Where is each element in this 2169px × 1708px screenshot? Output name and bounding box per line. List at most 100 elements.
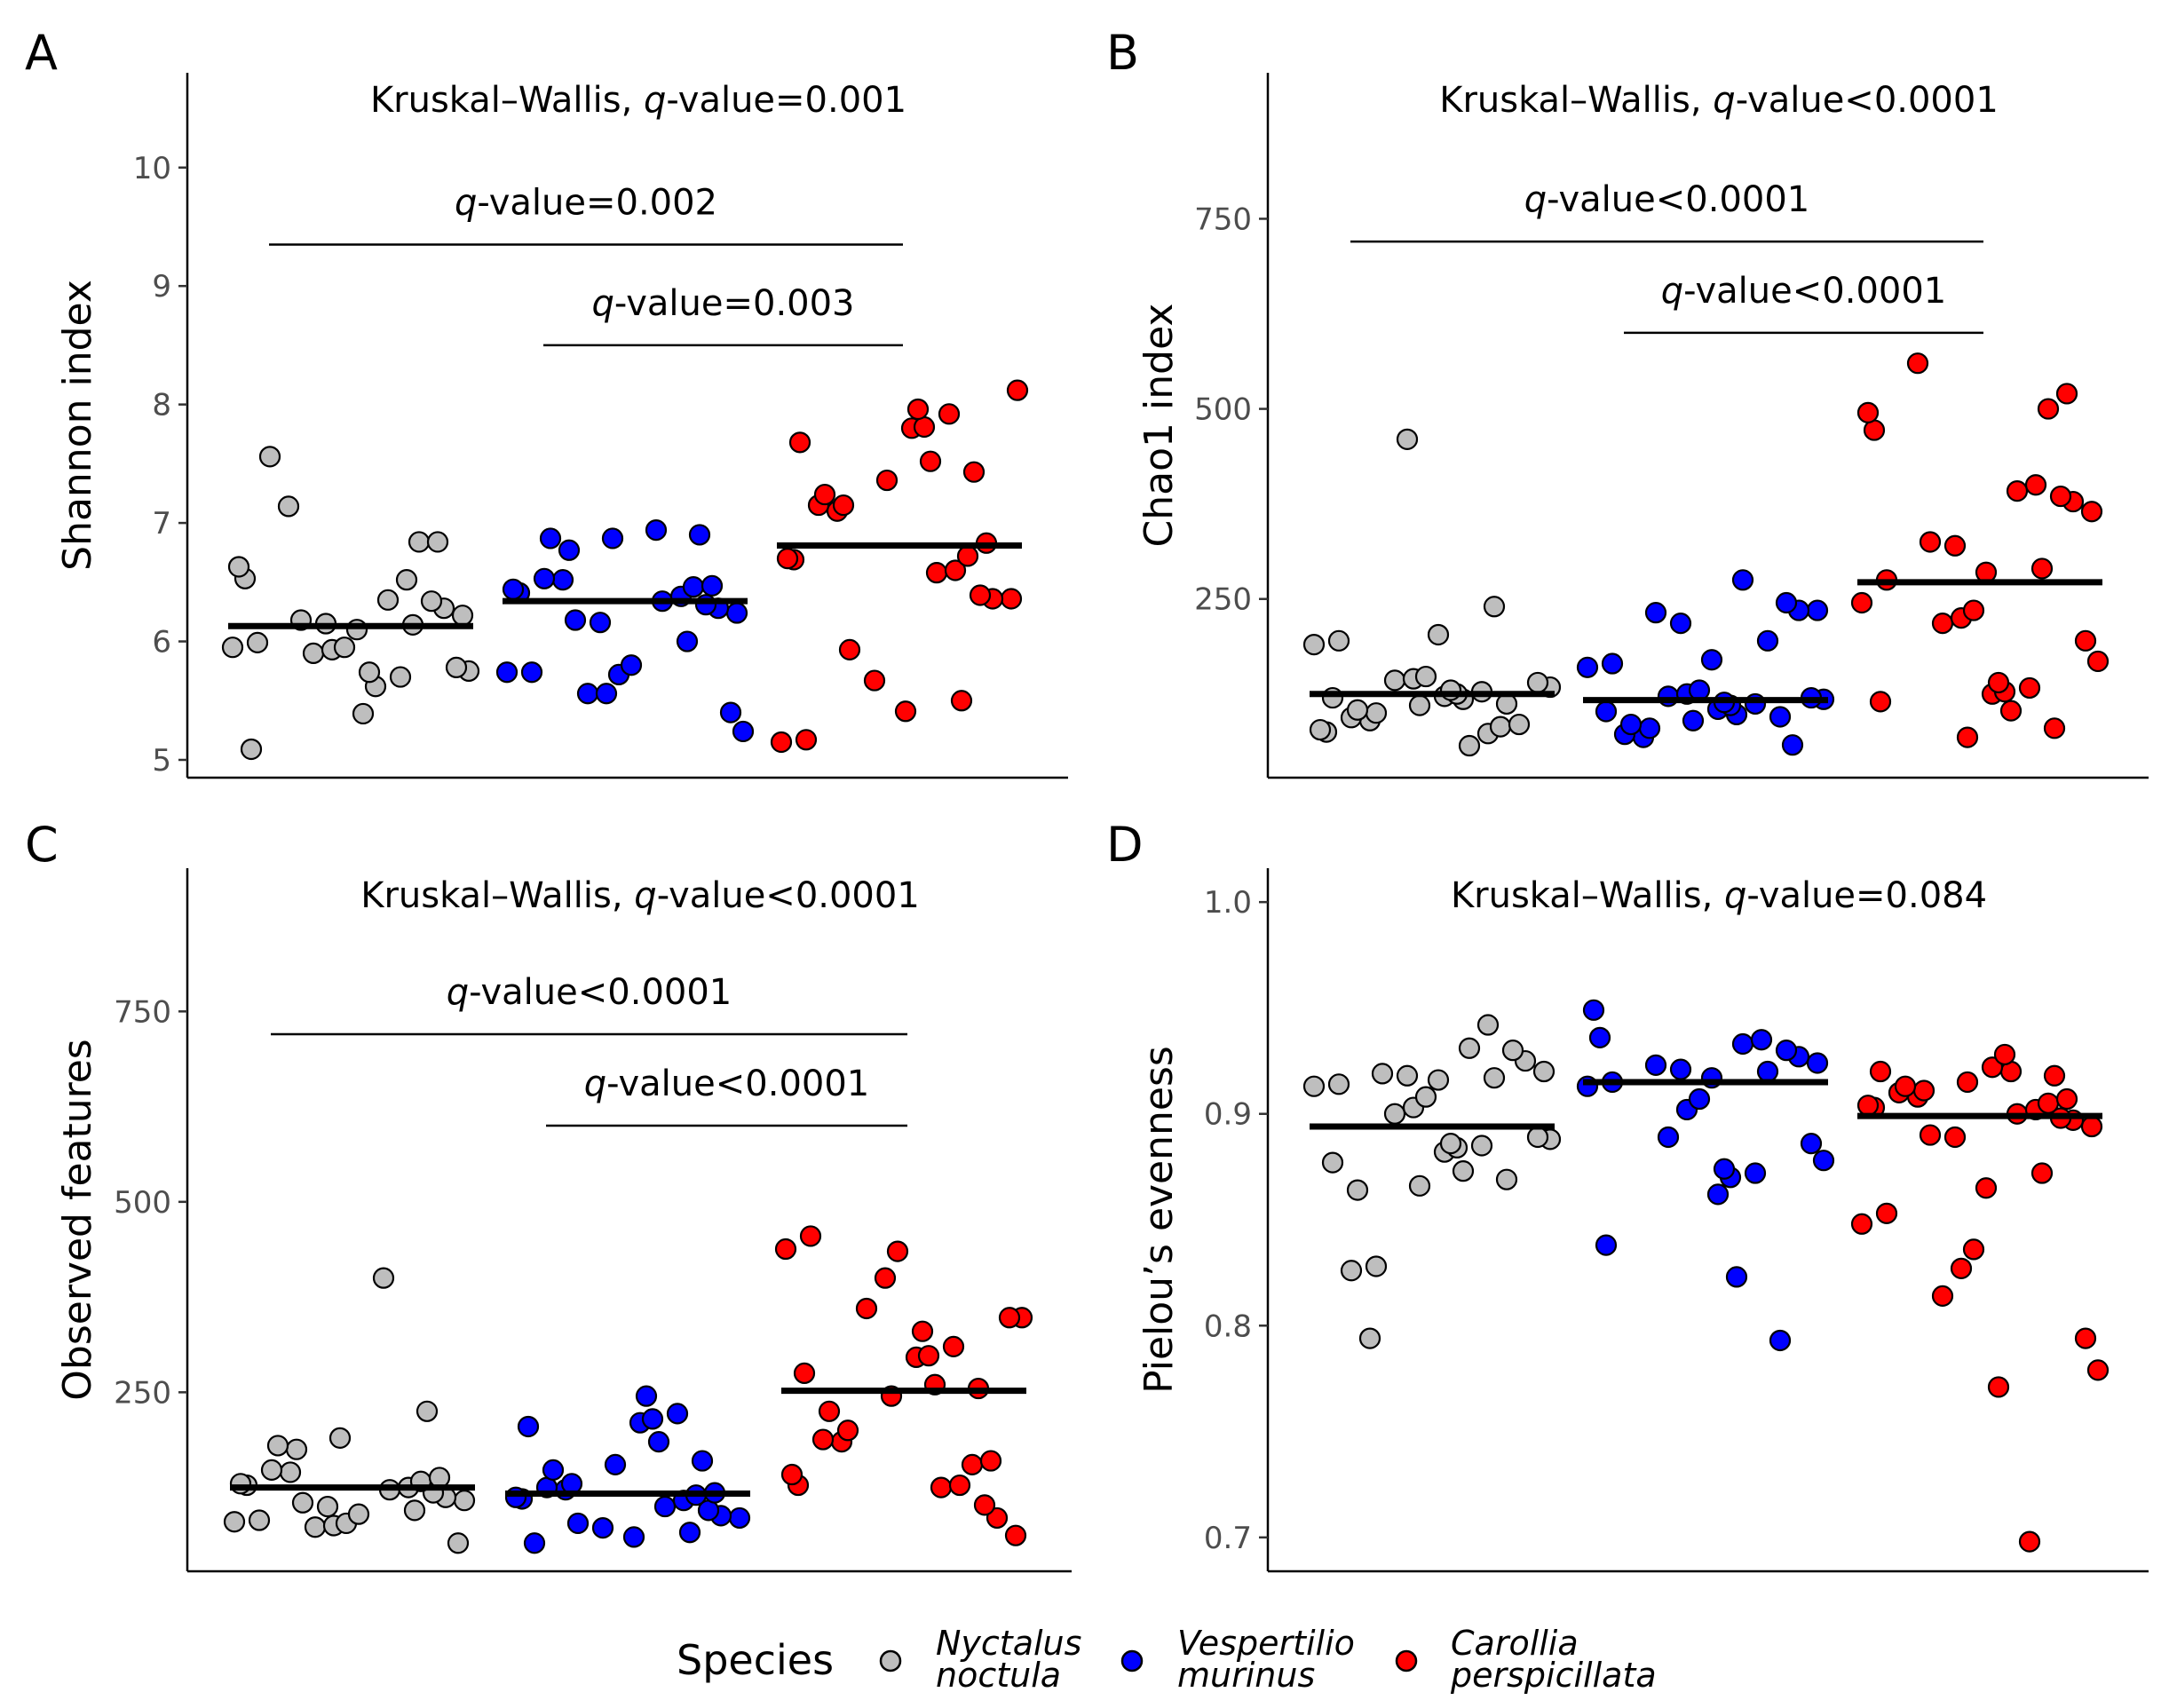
sample-point [961,1453,984,1475]
y-axis-label: Chao1 index [1136,304,1182,548]
y-tick-label: 6 [152,625,171,660]
sample-point [1875,1202,1898,1224]
sample-point [1327,1073,1350,1095]
sample-point [1595,700,1618,723]
sample-point [1713,1158,1736,1180]
comparison-q-value: q-value<0.0001 [447,972,732,1013]
kruskal-wallis-label: Kruskal–Wallis, q-value=0.084 [1451,875,1987,916]
sample-point [795,729,818,751]
y-tick-label: 750 [1194,202,1252,237]
sample-point [886,1240,909,1262]
sample-point [1439,1133,1462,1155]
sample-point [956,545,979,567]
sample-point [420,590,443,613]
sample-point [1483,596,1506,618]
sample-point [1383,669,1406,692]
sample-point [1408,694,1431,716]
y-tick-label: 1.0 [1204,885,1252,921]
sample-point [542,1459,565,1481]
sample-point [913,415,936,439]
sample-point [227,556,250,578]
sample-point [304,1516,327,1538]
y-tick-label: 250 [1194,582,1252,618]
sample-point [1644,1054,1667,1076]
sample-point [732,720,755,743]
y-tick-label: 9 [152,269,171,304]
legend-title: Species [677,1636,834,1684]
sample-point [1950,1257,1973,1279]
sample-point [2018,1530,2041,1553]
sample-point [279,1461,302,1483]
sample-point [564,609,587,631]
sample-point [395,569,418,591]
sample-point [799,1225,822,1247]
sample-point [2037,1092,2060,1114]
legend-label-vespertilio-line2: murinus [1177,1656,1315,1695]
sample-point [1501,1040,1524,1062]
sample-point [591,1516,614,1539]
sample-point [1775,591,1798,614]
sample-point [653,1495,677,1518]
sample-point [1919,1124,1942,1146]
sample-point [1302,634,1326,656]
sample-point [2080,1115,2103,1138]
sample-point [1850,591,1873,614]
sample-point [962,461,986,483]
species-legend: Species Nyctalus noctula Vespertilio mur… [677,1624,1657,1695]
sample-point [1346,699,1369,721]
legend-label-carollia-line2: perspicillata [1450,1656,1657,1695]
sample-point [875,469,898,492]
sample-point [426,531,449,553]
sample-point [641,1408,664,1430]
sample-point [1476,1014,1500,1036]
sample-point [944,559,967,581]
sample-point [676,630,699,652]
sample-point [502,578,525,600]
sample-point [1340,1260,1363,1282]
sample-point [1962,599,1985,621]
sample-point [1483,1067,1506,1089]
sample-point [1657,1126,1680,1149]
sample-point [1595,1234,1618,1256]
sample-point [1346,1179,1369,1201]
sample-point [1408,1174,1431,1197]
sample-point [818,1400,841,1422]
sample-point [1526,1126,1549,1149]
sample-point [2055,1087,2078,1111]
sample-point [558,539,581,561]
sample-point [682,576,705,598]
sample-point [874,1267,897,1289]
legend-label-carollia-line1: Carollia [1451,1624,1579,1663]
sample-point [2043,717,2066,739]
sample-point [855,1297,878,1320]
sample-point [832,494,855,517]
sample-point [938,403,961,425]
sample-point [358,661,381,684]
sample-point [1769,1329,1792,1352]
sample-point [2006,479,2029,502]
sample-point [2074,629,2097,652]
panel-c: C 250 500 750 Observed features Kruskal–Walli… [25,817,1072,1573]
sample-point [2086,650,2110,673]
sample-point [1919,531,1942,553]
sample-point [2055,383,2078,405]
y-tick-label: 750 [114,994,171,1030]
sample-point [1601,652,1624,675]
sample-point [906,398,930,421]
sample-point [1644,602,1667,624]
sample-point [979,1450,1002,1472]
sample-point [1358,1327,1381,1349]
sample-point [1365,702,1388,724]
sample-point [688,524,711,546]
sample-point [495,661,519,684]
sample-point [376,589,400,611]
sample-point [1452,1160,1475,1182]
sample-point [776,548,799,570]
sample-point [2018,676,2041,700]
sample-point [1489,716,1512,738]
sample-point [1987,1376,2010,1398]
sample-point [2086,1359,2110,1381]
sample-point [1731,569,1754,591]
sample-point [1458,1037,1481,1059]
sample-point [813,483,836,506]
